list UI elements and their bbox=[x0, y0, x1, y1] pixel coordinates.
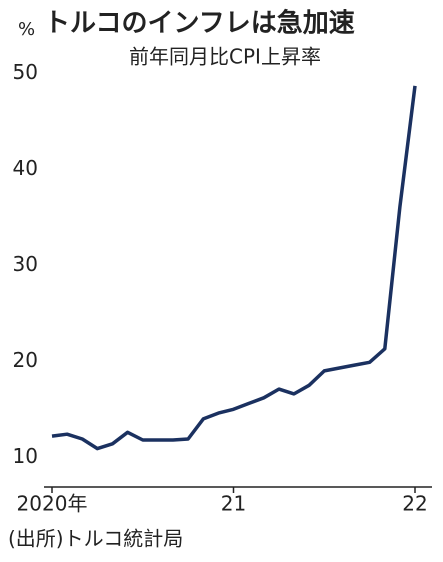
y-tick-label: 20 bbox=[13, 348, 38, 372]
y-tick-label: 40 bbox=[13, 156, 38, 180]
y-tick-label: 30 bbox=[13, 252, 38, 276]
chart-subtitle: 前年同月比CPI上昇率 bbox=[129, 45, 321, 69]
y-tick-label: 10 bbox=[13, 444, 38, 468]
x-tick-label: 22 bbox=[402, 492, 427, 516]
x-tick-label: 21 bbox=[221, 492, 246, 516]
x-tick-label: 2020年 bbox=[17, 492, 88, 516]
source-note: (出所)トルコ統計局 bbox=[8, 527, 183, 551]
chart-title: トルコのインフレは急加速 bbox=[44, 9, 355, 39]
y-tick-label: 50 bbox=[13, 60, 38, 84]
data-line bbox=[51, 85, 417, 451]
y-unit: % bbox=[18, 19, 35, 40]
